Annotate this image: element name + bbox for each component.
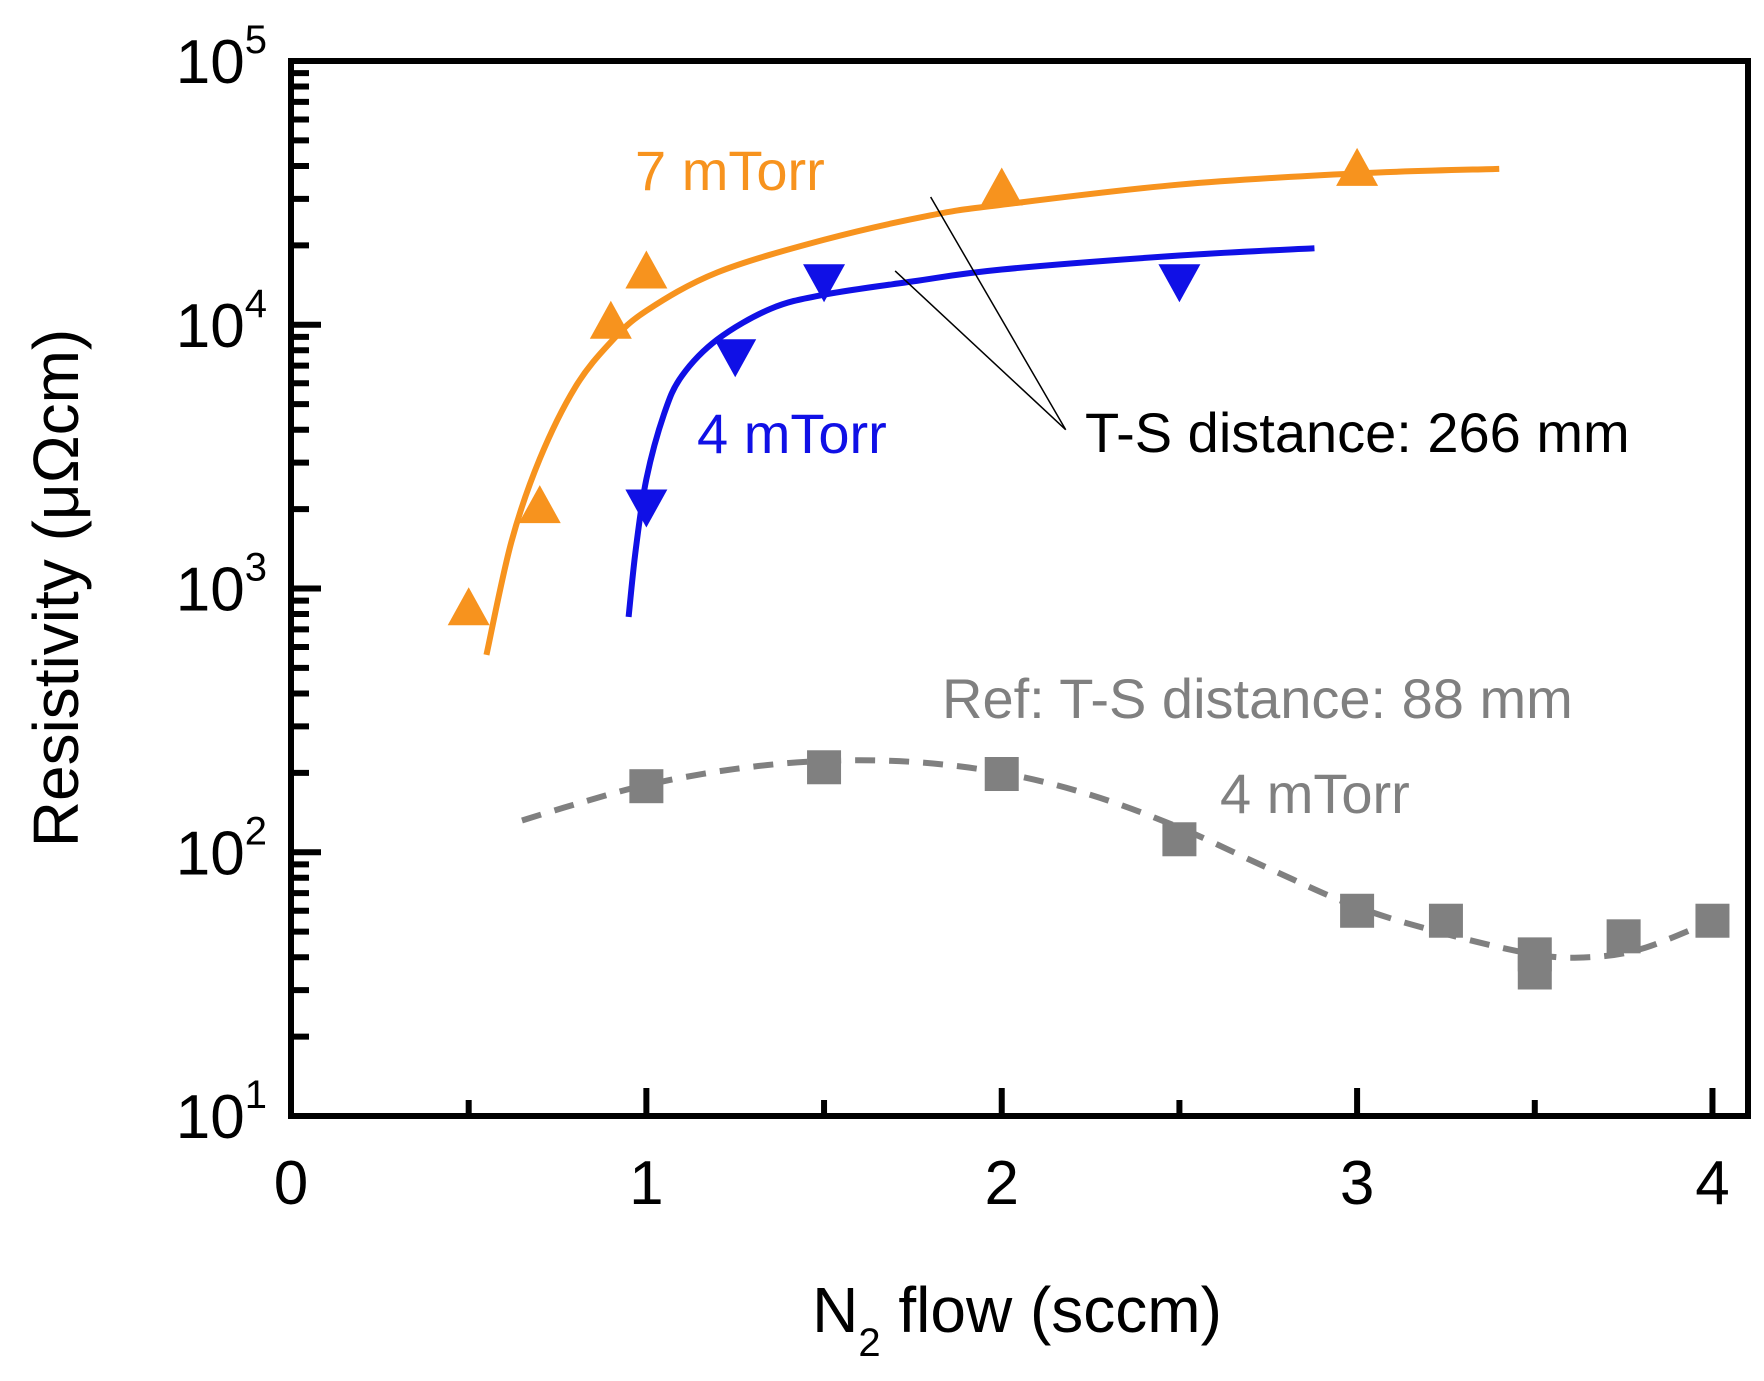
marker-square — [1340, 893, 1375, 928]
marker-triangle-down — [625, 489, 668, 528]
y-tick-label: 105 — [176, 18, 267, 97]
ts-distance-annotation: T-S distance: 266 mm — [1085, 401, 1630, 464]
axis-ticks — [291, 70, 1716, 1116]
x-axis-label: N2 flow (sccm) — [812, 1274, 1222, 1365]
tick-labels: 0 1 2 3 4 101 102 103 104 105 — [176, 18, 1730, 1218]
y-tick-label: 103 — [176, 546, 267, 625]
fit-curve-series-2 — [521, 757, 1714, 961]
marker-square — [1695, 903, 1730, 938]
x-tick-label: 4 — [1695, 1149, 1729, 1218]
pointer-line — [930, 196, 1067, 431]
y-tick-label: 101 — [176, 1073, 267, 1152]
marker-triangle-up — [447, 587, 490, 626]
marker-square — [807, 750, 842, 785]
label-ref-4mtorr: 4 mTorr — [1220, 762, 1410, 825]
marker-square — [1606, 919, 1641, 954]
x-tick-label: 2 — [984, 1149, 1018, 1218]
marker-square — [1517, 955, 1552, 990]
marker-square — [1162, 822, 1197, 857]
data-markers — [447, 147, 1730, 990]
marker-triangle-up — [1336, 147, 1379, 186]
marker-triangle-up — [518, 485, 561, 524]
x-tick-label: 3 — [1340, 1149, 1374, 1218]
fit-curve-series-0 — [483, 165, 1500, 656]
fit-curve-series-1 — [625, 245, 1315, 618]
y-tick-label: 104 — [176, 282, 267, 361]
ref-distance-annotation: Ref: T-S distance: 88 mm — [942, 667, 1573, 730]
marker-triangle-up — [625, 250, 668, 289]
plot-frame — [288, 58, 1751, 1119]
x-tick-label: 0 — [274, 1149, 308, 1218]
marker-square — [629, 769, 664, 804]
y-axis-label: Resistivity (μΩcm) — [20, 329, 92, 847]
marker-triangle-down — [803, 264, 846, 303]
marker-triangle-up — [980, 167, 1023, 206]
marker-square — [984, 757, 1019, 792]
marker-triangle-up — [589, 300, 632, 339]
fit-curves — [483, 165, 1714, 961]
annotation-pointers — [894, 196, 1067, 431]
marker-triangle-down — [1158, 264, 1201, 303]
y-tick-label: 102 — [176, 809, 267, 888]
label-4mtorr: 4 mTorr — [697, 402, 887, 465]
marker-square — [1428, 903, 1463, 938]
x-tick-label: 1 — [629, 1149, 663, 1218]
label-7mtorr: 7 mTorr — [635, 139, 825, 202]
marker-triangle-down — [714, 339, 757, 378]
pointer-line — [894, 270, 1067, 431]
